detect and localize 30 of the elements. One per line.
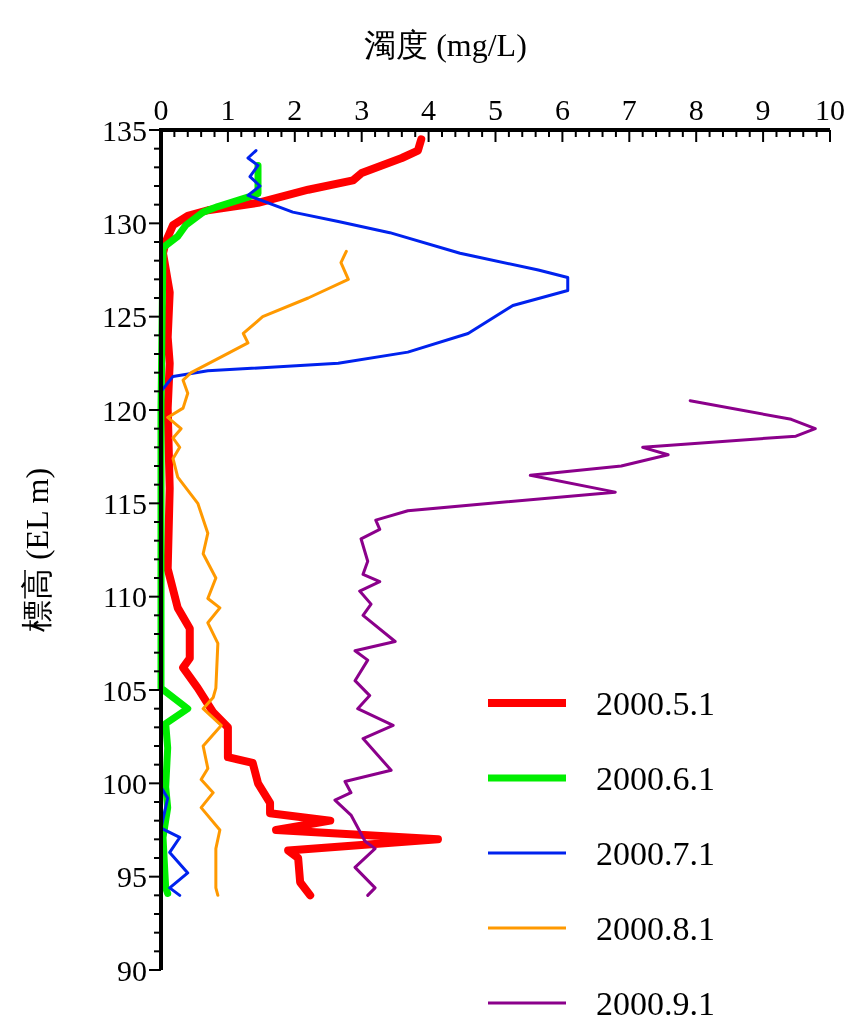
legend-label: 2000.7.1 xyxy=(596,834,715,872)
x-axis-title: 濁度 (mg/L) xyxy=(364,27,527,63)
legend-label: 2000.9.1 xyxy=(596,984,715,1022)
legend-label: 2000.6.1 xyxy=(596,759,715,797)
y-tick-label: 130 xyxy=(102,206,147,240)
y-tick-label: 125 xyxy=(102,300,147,334)
line-series xyxy=(333,399,817,897)
x-tick-label: 2 xyxy=(287,93,303,126)
x-tick-label: 6 xyxy=(554,93,570,126)
x-tick-label: 7 xyxy=(621,93,637,126)
x-tick-label: 3 xyxy=(354,93,370,126)
y-tick-label: 120 xyxy=(102,393,147,427)
x-tick-label: 4 xyxy=(421,93,437,126)
y-tick-label: 95 xyxy=(117,860,147,894)
y-tick-label: 105 xyxy=(102,673,147,707)
legend-label: 2000.8.1 xyxy=(596,909,715,947)
line-series xyxy=(166,249,350,897)
x-tick-label: 5 xyxy=(488,93,503,126)
x-tick-label: 10 xyxy=(815,93,845,126)
x-tick-label: 1 xyxy=(220,93,236,126)
y-tick-label: 110 xyxy=(103,580,147,614)
legend-label: 2000.5.1 xyxy=(596,684,715,722)
y-tick-label: 100 xyxy=(102,766,147,800)
x-tick-label: 0 xyxy=(153,93,169,126)
y-axis-title: 標高 (EL m) xyxy=(19,467,55,633)
y-tick-label: 135 xyxy=(102,113,147,147)
y-tick-label: 115 xyxy=(103,486,147,520)
x-tick-label: 9 xyxy=(755,93,771,126)
x-tick-label: 8 xyxy=(688,93,704,126)
y-tick-label: 90 xyxy=(117,953,147,987)
